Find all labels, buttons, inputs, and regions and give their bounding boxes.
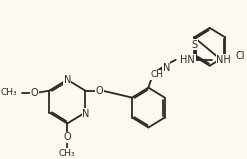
Text: NH: NH <box>216 55 231 65</box>
Text: O: O <box>63 132 71 142</box>
Text: CH₃: CH₃ <box>59 149 76 158</box>
Text: S: S <box>191 40 198 50</box>
Text: Cl: Cl <box>236 51 245 61</box>
Text: HN: HN <box>181 55 195 65</box>
Text: N: N <box>64 75 71 85</box>
Text: N: N <box>82 109 89 118</box>
Text: O: O <box>96 86 103 96</box>
Text: CH₃: CH₃ <box>1 88 17 97</box>
Text: N: N <box>163 63 170 73</box>
Text: CH: CH <box>150 70 163 79</box>
Text: O: O <box>30 88 38 98</box>
